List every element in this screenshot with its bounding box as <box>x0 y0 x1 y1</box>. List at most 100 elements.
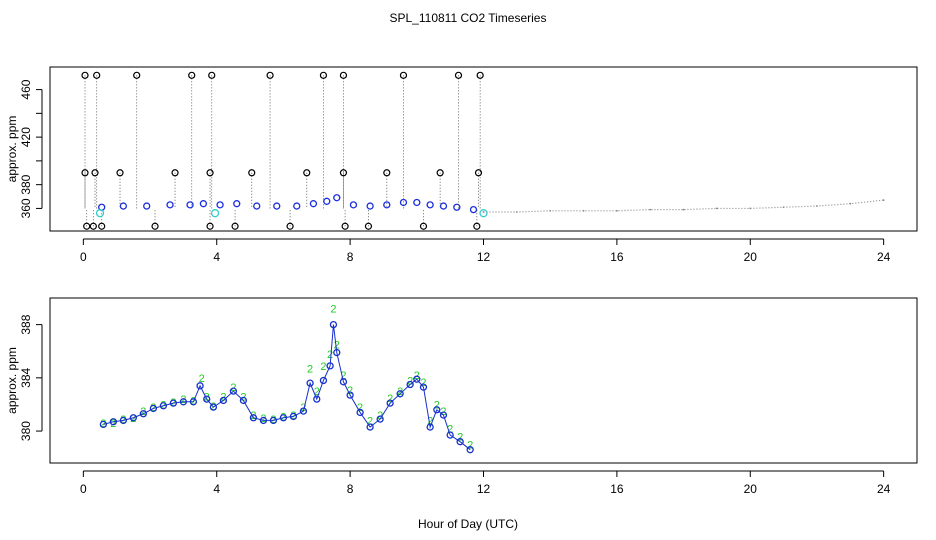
calibration-point <box>231 222 239 230</box>
data-point <box>479 209 488 218</box>
data-point <box>269 416 278 425</box>
data-point <box>333 348 341 357</box>
data-point <box>99 420 108 429</box>
data-point <box>469 205 478 214</box>
x-tick-label: 0 <box>80 482 87 496</box>
data-point-glyph: 2 <box>420 377 426 389</box>
trace-point <box>849 202 852 205</box>
data-point <box>419 383 428 391</box>
data-point <box>139 410 148 418</box>
calibration-point <box>81 169 89 177</box>
x-tick-label: 20 <box>744 250 758 264</box>
data-point-glyph: 2 <box>260 413 266 425</box>
x-tick-label: 12 <box>477 250 491 264</box>
x-tick-label: 8 <box>347 482 354 496</box>
data-point <box>439 202 448 210</box>
x-tick-label: 4 <box>213 250 220 264</box>
data-point-glyph: 2 <box>330 304 336 316</box>
data-point-glyph: 2 <box>180 394 186 406</box>
trace-point <box>682 208 685 211</box>
calibration-point <box>339 169 348 177</box>
data-point <box>229 387 238 395</box>
data-point <box>239 396 248 405</box>
y-tick-label: 360 <box>19 198 33 218</box>
data-point <box>253 202 261 210</box>
calibration-point <box>116 169 124 177</box>
data-point-glyph: 2 <box>367 415 373 427</box>
calibration-point <box>474 169 483 177</box>
plot-frame <box>49 66 918 232</box>
x-tick-label: 4 <box>213 482 220 496</box>
trace-point <box>782 206 785 209</box>
data-point-glyph: 2 <box>397 386 403 398</box>
data-point <box>329 320 338 329</box>
data-point <box>289 412 298 421</box>
data-point <box>446 431 454 439</box>
data-point <box>339 378 348 386</box>
data-point-glyph: 2 <box>447 423 453 435</box>
y-axis-label: approx. ppm <box>5 116 19 183</box>
trace-point <box>716 207 718 210</box>
calibration-point <box>341 222 349 230</box>
top-panel: 0 4 8 12 16 20 24 360 380 420 460 approx. ppm <box>5 66 918 264</box>
y-tick-label: 380 <box>19 421 33 441</box>
data-point-glyph: 2 <box>427 415 433 427</box>
data-point <box>313 395 321 403</box>
background-trace-series <box>482 199 885 213</box>
calibration-point <box>151 222 159 230</box>
data-point <box>166 201 174 209</box>
x-tick-label: 24 <box>877 250 891 264</box>
data-point <box>333 194 341 202</box>
calibration-point <box>454 71 463 79</box>
data-point <box>196 382 204 390</box>
data-point <box>399 198 408 207</box>
data-point <box>109 418 118 426</box>
data-point <box>319 376 328 385</box>
calibration-point <box>266 71 274 79</box>
calibration-point <box>419 222 428 230</box>
data-point <box>186 201 194 209</box>
data-point <box>349 201 358 209</box>
data-point <box>326 362 334 370</box>
calibration-point <box>248 169 256 177</box>
calibration-point <box>83 222 91 230</box>
calibration-mid-series <box>81 169 483 209</box>
trace-point <box>649 208 652 211</box>
co2-fine-blue-series <box>99 320 474 454</box>
calibration-point <box>206 169 214 177</box>
data-point <box>259 416 268 425</box>
data-line <box>103 324 471 451</box>
data-point <box>95 209 105 218</box>
data-point <box>216 201 224 209</box>
data-point-glyph: 2 <box>110 418 116 430</box>
chart-title: SPL_110811 CO2 Timeseries <box>390 11 547 25</box>
data-point-glyph: 2 <box>357 402 363 414</box>
data-point-glyph: 2 <box>334 340 340 352</box>
data-point <box>143 202 151 210</box>
data-point-glyph: 2 <box>250 410 256 422</box>
trace-point <box>882 199 885 202</box>
data-point-glyph: 2 <box>434 399 440 411</box>
data-point <box>210 209 220 218</box>
data-point-glyph: 2 <box>199 373 205 385</box>
data-point-glyph: 2 <box>140 406 146 418</box>
data-point <box>159 402 168 410</box>
data-point <box>439 411 448 419</box>
data-point-glyph: 2 <box>314 386 320 398</box>
x-tick-label: 16 <box>610 482 624 496</box>
data-point <box>129 414 138 422</box>
y-tick-label: 380 <box>19 174 33 194</box>
calibration-point <box>383 169 391 177</box>
data-point <box>356 408 364 417</box>
x-tick-label: 24 <box>877 482 891 496</box>
data-point <box>396 390 404 398</box>
data-point <box>433 406 441 414</box>
data-point <box>189 398 198 406</box>
trace-point <box>615 209 618 212</box>
plot-frame <box>49 297 918 464</box>
x-tick-label: 16 <box>610 250 624 264</box>
data-point <box>279 414 288 422</box>
